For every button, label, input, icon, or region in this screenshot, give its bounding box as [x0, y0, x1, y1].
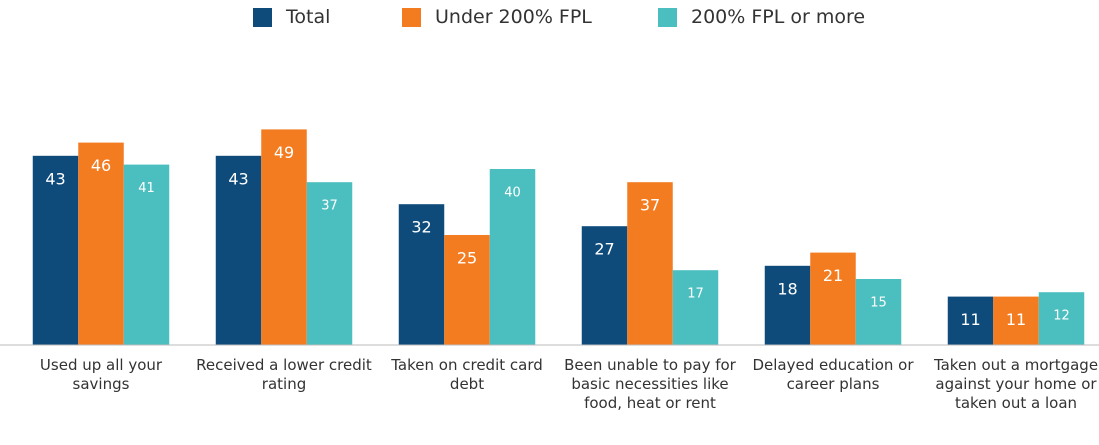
bar — [764, 265, 811, 345]
x-tick-label: Used up all your savings — [39, 356, 163, 393]
data-label: 11 — [1006, 310, 1026, 329]
x-tick-label: Received a lower credit rating — [196, 356, 372, 393]
legend-swatch — [253, 7, 272, 27]
legend-entry: Total — [253, 6, 330, 28]
bar — [78, 142, 124, 345]
x-tick-label: Taken out a mortgage against your home o… — [933, 356, 1099, 412]
bar — [855, 279, 902, 345]
legend-entry: Under 200% FPL — [402, 6, 592, 28]
data-label: 43 — [228, 169, 248, 188]
data-label: 49 — [274, 143, 294, 162]
bar — [810, 252, 856, 345]
data-label: 18 — [777, 279, 797, 298]
data-label: 40 — [504, 186, 521, 201]
legend-swatch — [402, 7, 421, 27]
data-label: 37 — [321, 199, 338, 214]
data-label: 21 — [823, 266, 843, 285]
legend-label: Total — [286, 6, 331, 28]
data-label: 46 — [91, 156, 111, 175]
bar — [306, 182, 353, 345]
legend-label: Under 200% FPL — [435, 6, 592, 28]
bar — [123, 164, 170, 345]
bar — [489, 169, 536, 345]
data-label: 12 — [1053, 309, 1070, 324]
bar — [398, 204, 445, 345]
data-label: 11 — [960, 310, 980, 329]
legend-entry: 200% FPL or more — [658, 6, 865, 28]
x-tick-label: Been unable to pay for basic necessities… — [564, 356, 736, 412]
bar — [444, 235, 490, 345]
data-label: 37 — [640, 196, 660, 215]
data-label: 15 — [870, 296, 887, 311]
data-label: 43 — [45, 169, 65, 188]
data-label: 25 — [457, 249, 477, 268]
data-label: 17 — [687, 287, 704, 302]
bar — [261, 129, 307, 345]
legend-label: 200% FPL or more — [691, 6, 866, 28]
bar — [1038, 292, 1085, 345]
legend-swatch — [658, 7, 677, 27]
data-label: 27 — [594, 240, 614, 259]
bar — [215, 155, 262, 345]
bar — [627, 182, 673, 345]
bar — [32, 155, 79, 345]
x-tick-label: Delayed education or career plans — [752, 356, 914, 393]
bar — [993, 296, 1039, 345]
data-label: 32 — [411, 218, 431, 237]
bar — [581, 226, 628, 345]
bar — [947, 296, 994, 345]
data-label: 41 — [138, 181, 155, 196]
x-tick-label: Taken on credit card debt — [391, 356, 543, 393]
bar — [672, 270, 719, 345]
